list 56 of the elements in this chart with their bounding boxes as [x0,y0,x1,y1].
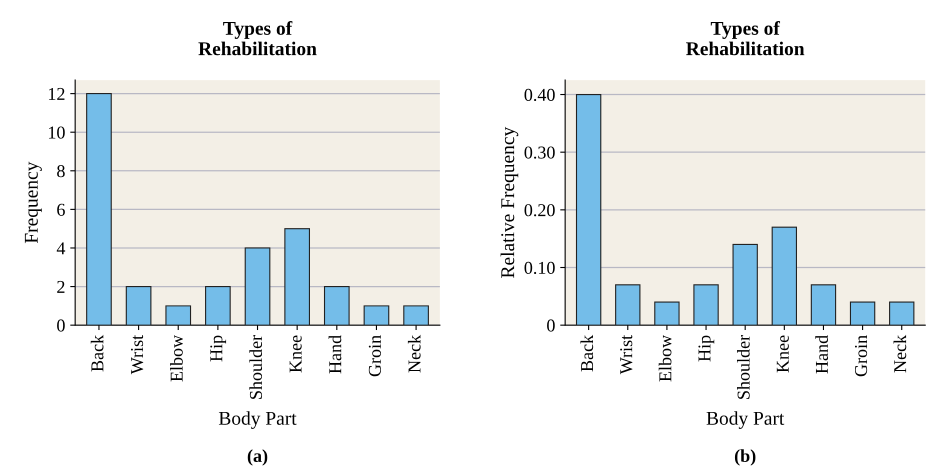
x-tick-label: Hand [328,335,342,374]
bar [403,305,429,326]
y-tick-label: 0.30 [524,146,555,159]
bar [889,302,914,326]
y-axis-title: Frequency [24,162,42,244]
x-tick-label: Elbow [170,334,183,382]
x-tick-label: Groin [368,335,381,376]
x-tick-label: Hand [815,335,828,374]
bar [244,247,270,326]
x-tick-label: Hip [210,336,226,362]
x-tick-label: Neck [894,334,906,372]
y-tick-label: 6 [57,204,65,216]
x-tick-label: Shoulder [736,335,750,399]
bar [693,284,719,326]
chart-title: Types of Rehabilitation [198,21,317,56]
chart-title: Types of Rehabilitation [686,21,804,56]
y-axis-title: Relative Frequency [500,126,518,278]
text: (b) [734,449,756,466]
y-tick-label: 0 [547,319,555,332]
y-tick-label: 4 [56,242,66,254]
y-tick-label: 0.20 [524,204,555,216]
bar [850,302,876,326]
y-tick-label: 2 [57,280,64,293]
bar [772,226,798,326]
y-tick-label: 0.40 [524,88,555,102]
x-tick-label: Back [90,334,104,372]
bar [165,305,192,326]
x-tick-label: Neck [408,334,421,372]
x-tick-label: Wrist [130,334,144,374]
bar [654,302,680,326]
bar [364,305,390,326]
y-tick-label: 0.10 [524,262,555,274]
x-axis-title: Body Part [218,411,297,429]
x-tick-label: Knee [776,336,789,372]
y-tick-label: 0 [57,319,65,332]
x-tick-label: Back [580,334,594,372]
bar [810,284,836,326]
bar [86,93,112,326]
y-tick-label: 10 [48,126,65,139]
bar [324,286,350,326]
text: (a) [248,449,268,466]
x-tick-label: Shoulder [249,335,262,399]
x-tick-label: Groin [854,335,868,376]
bar [284,228,310,326]
bar [205,286,231,326]
bar [615,284,640,326]
x-tick-label: Hip [698,336,714,362]
bar [576,94,602,326]
y-tick-label: 12 [48,88,64,100]
x-tick-label: Elbow [658,334,672,382]
bar [732,244,758,326]
bar [126,286,152,326]
x-tick-label: Knee [290,336,302,372]
x-axis-title: Body Part [706,411,784,429]
x-tick-label: Wrist [620,334,632,374]
y-tick-label: 8 [57,165,65,178]
